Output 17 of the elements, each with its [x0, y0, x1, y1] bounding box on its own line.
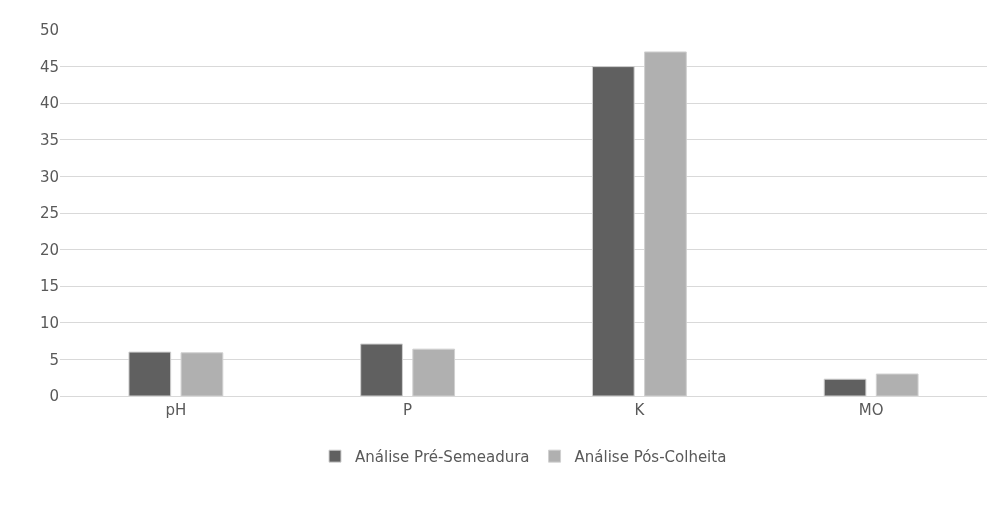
x-tick-label: P — [403, 401, 413, 419]
y-tick-label: 50 — [39, 21, 59, 40]
x-tick-label: MO — [858, 401, 884, 419]
y-tick-label: 35 — [39, 131, 59, 150]
legend-label: Análise Pré-Semeadura — [355, 448, 530, 467]
y-tick-label: 40 — [39, 94, 59, 113]
y-tick-label: 15 — [39, 277, 59, 296]
y-tick-label: 20 — [39, 240, 59, 259]
y-tick-label: 10 — [39, 314, 59, 333]
x-tick-label: pH — [165, 401, 187, 419]
legend-label: Análise Pós-Colheita — [574, 448, 727, 467]
y-tick-label: 25 — [39, 204, 59, 223]
y-tick-label: 5 — [49, 350, 59, 369]
y-tick-label: 0 — [49, 387, 59, 406]
x-tick-label: K — [634, 401, 646, 419]
y-tick-label: 45 — [39, 57, 59, 76]
y-tick-label: 30 — [39, 167, 59, 186]
